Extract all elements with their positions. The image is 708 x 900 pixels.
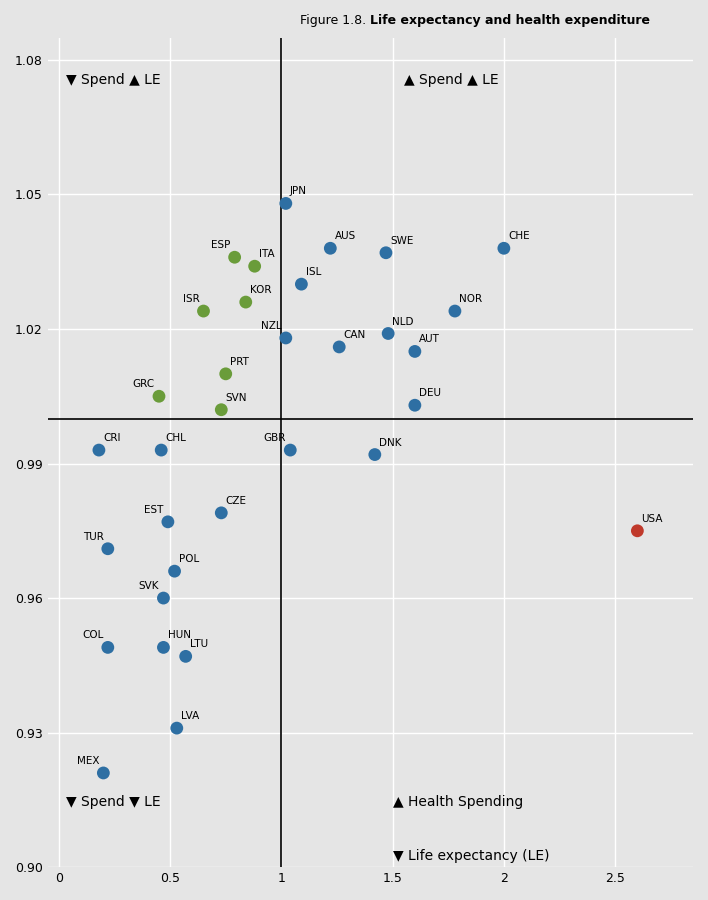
Point <box>162 515 173 529</box>
Text: CAN: CAN <box>343 330 365 340</box>
Point <box>158 591 169 606</box>
Text: ▼ Spend ▼ LE: ▼ Spend ▼ LE <box>66 796 160 809</box>
Text: ▼ Life expectancy (LE): ▼ Life expectancy (LE) <box>393 850 549 863</box>
Text: PRT: PRT <box>230 357 249 367</box>
Text: HUN: HUN <box>168 631 190 641</box>
Point <box>498 241 510 256</box>
Text: CHE: CHE <box>508 231 530 241</box>
Text: EST: EST <box>144 505 164 515</box>
Point <box>154 389 165 403</box>
Text: AUT: AUT <box>419 335 440 345</box>
Point <box>216 506 227 520</box>
Point <box>198 304 209 319</box>
Text: SWE: SWE <box>390 236 413 246</box>
Text: ▲ Spend ▲ LE: ▲ Spend ▲ LE <box>404 74 498 87</box>
Point <box>450 304 461 319</box>
Point <box>156 443 167 457</box>
Text: ITA: ITA <box>259 249 275 259</box>
Point <box>380 246 392 260</box>
Text: NOR: NOR <box>459 294 482 304</box>
Point <box>325 241 336 256</box>
Text: COL: COL <box>82 631 103 641</box>
Point <box>220 366 232 381</box>
Text: Figure 1.8.: Figure 1.8. <box>300 14 370 27</box>
Point <box>333 339 345 354</box>
Text: CZE: CZE <box>225 496 246 506</box>
Text: JPN: JPN <box>290 186 307 196</box>
Text: GBR: GBR <box>263 433 286 443</box>
Point <box>409 398 421 412</box>
Text: DNK: DNK <box>379 437 401 447</box>
Point <box>369 447 380 462</box>
Point <box>280 196 292 211</box>
Point <box>102 542 113 556</box>
Point <box>169 564 181 579</box>
Point <box>158 640 169 654</box>
Point <box>409 344 421 358</box>
Point <box>102 640 113 654</box>
Text: POL: POL <box>178 554 199 564</box>
Point <box>285 443 296 457</box>
Text: Life expectancy and health expenditure: Life expectancy and health expenditure <box>370 14 651 27</box>
Text: SVN: SVN <box>225 392 247 403</box>
Point <box>632 524 643 538</box>
Point <box>240 295 251 310</box>
Text: NZL: NZL <box>261 321 282 331</box>
Text: ▼ Spend ▲ LE: ▼ Spend ▲ LE <box>66 74 160 87</box>
Text: CHL: CHL <box>166 433 186 443</box>
Point <box>98 766 109 780</box>
Text: TUR: TUR <box>83 532 103 542</box>
Point <box>216 402 227 417</box>
Text: LVA: LVA <box>181 711 199 721</box>
Text: ESP: ESP <box>211 240 231 250</box>
Text: ISR: ISR <box>183 294 200 304</box>
Point <box>93 443 105 457</box>
Text: CRI: CRI <box>103 433 120 443</box>
Point <box>280 331 292 346</box>
Point <box>229 250 240 265</box>
Text: USA: USA <box>641 514 663 524</box>
Text: AUS: AUS <box>334 231 355 241</box>
Text: MEX: MEX <box>76 756 99 766</box>
Text: KOR: KOR <box>250 285 271 295</box>
Text: SVK: SVK <box>139 581 159 591</box>
Point <box>382 327 394 341</box>
Text: ISL: ISL <box>306 267 321 277</box>
Point <box>296 277 307 292</box>
Text: ▲ Health Spending: ▲ Health Spending <box>393 796 523 809</box>
Text: NLD: NLD <box>392 317 414 327</box>
Text: DEU: DEU <box>419 388 441 399</box>
Text: LTU: LTU <box>190 639 208 650</box>
Point <box>249 259 261 274</box>
Text: GRC: GRC <box>132 379 155 390</box>
Point <box>171 721 183 735</box>
Point <box>180 649 191 663</box>
